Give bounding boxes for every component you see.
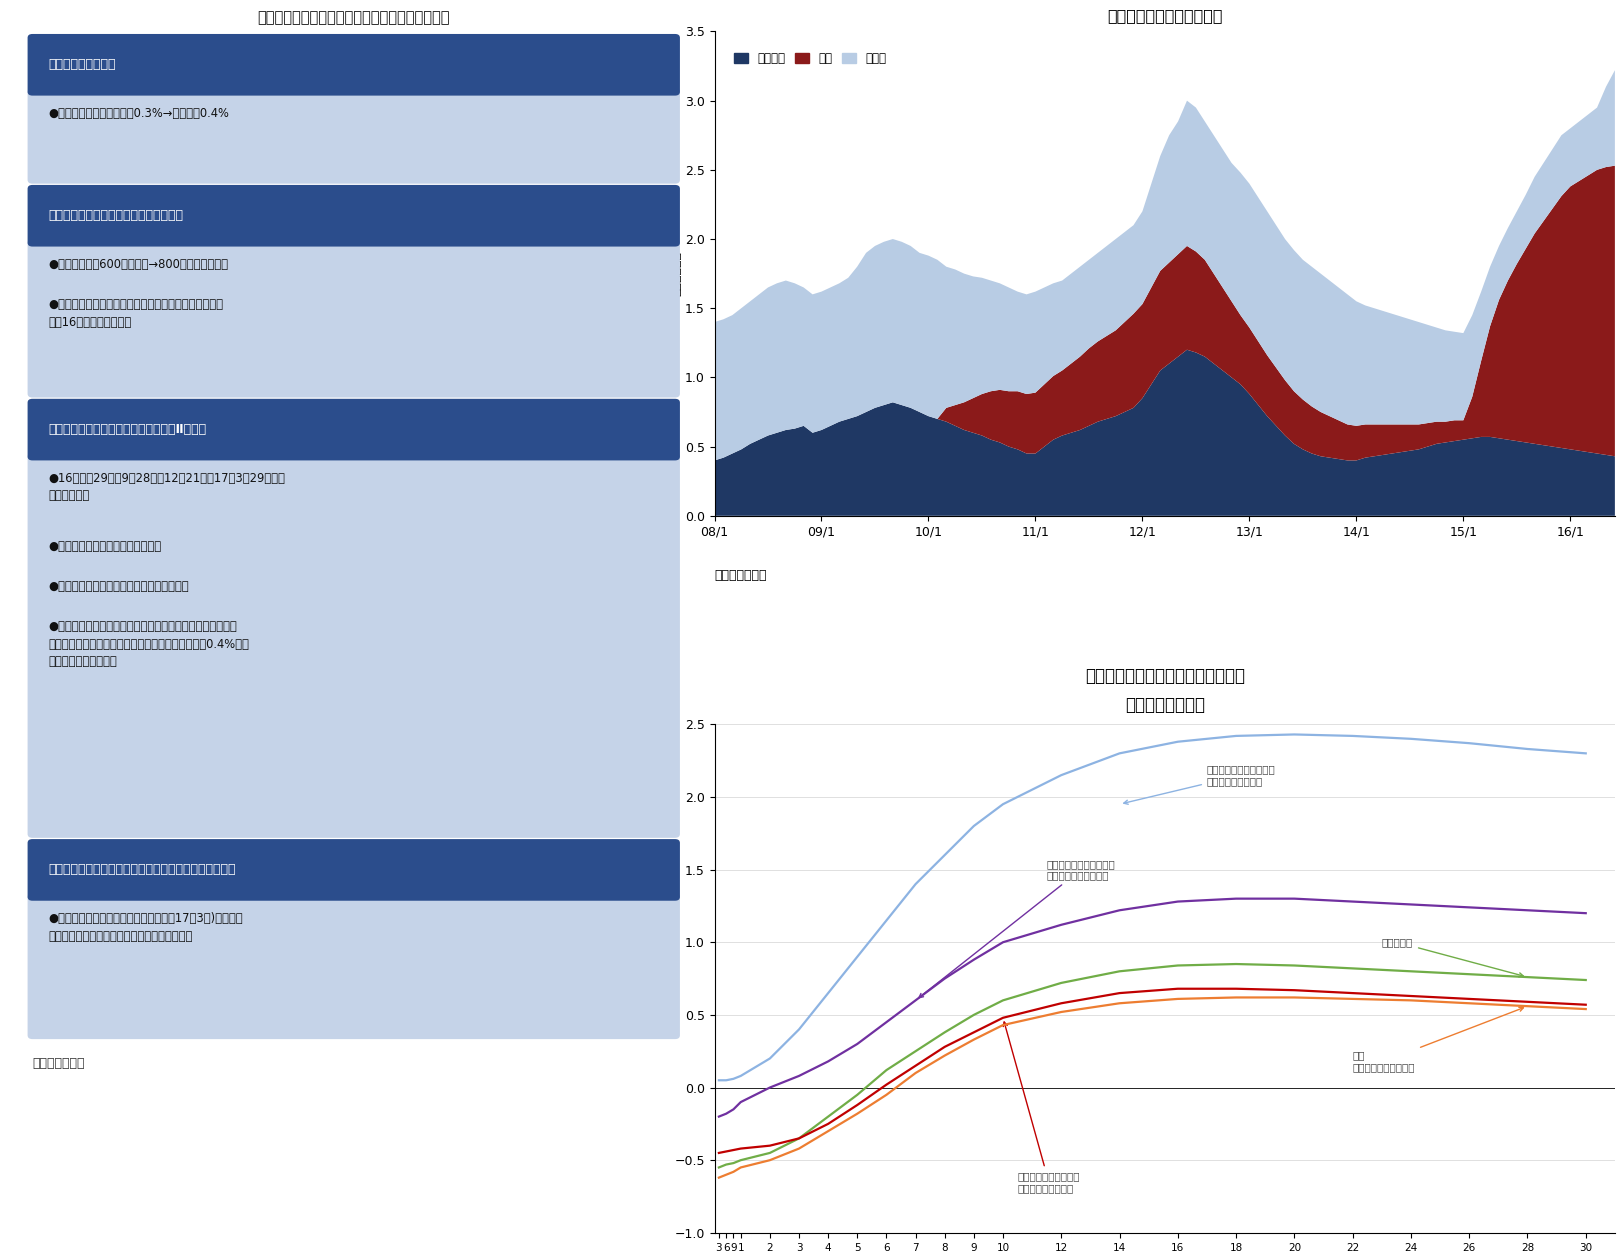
Text: （資料）ＥＣＢ: （資料）ＥＣＢ: [714, 569, 768, 581]
Y-axis label: ％: ％: [659, 975, 672, 982]
Text: ●買入れ額を月600億ユーロ→800億ユーロに拡大: ●買入れ額を月600億ユーロ→800億ユーロに拡大: [49, 258, 229, 270]
Text: ●所定期間中、基準値を超えて融資を拡大した銀行にはその
　度合いに応じて、中銀預金金利（現在はマイナス0.4%）ま
　での優遇金利を適用: ●所定期間中、基準値を超えて融資を拡大した銀行にはその 度合いに応じて、中銀預金…: [49, 620, 250, 668]
Text: ●償還期間は４年（繰上げ返済可）: ●償還期間は４年（繰上げ返済可）: [49, 540, 162, 552]
Text: （資料）ＥＣＢ: （資料）ＥＣＢ: [32, 1057, 84, 1069]
Text: 英国民投票: 英国民投票: [1381, 937, 1524, 977]
Text: ●政策金利はＡＰＰの継続期間（現在は17年3月)をはるか
　に超えて現状かそれよりも低い水準に留まる: ●政策金利はＡＰＰの継続期間（現在は17年3月)をはるか に超えて現状かそれより…: [49, 912, 243, 942]
Y-axis label: （兆ユーロ）: （兆ユーロ）: [669, 252, 682, 296]
Text: 政策金利の引き下げ: 政策金利の引き下げ: [49, 58, 117, 72]
Text: 直近
（１６年７月１９日）: 直近 （１６年７月１９日）: [1352, 1008, 1524, 1072]
Text: 図表１　１６年３月１０日政策理事会の決定内容: 図表１ １６年３月１０日政策理事会の決定内容: [258, 10, 450, 25]
Text: 政策金利の先行きに関するフォワード・ガイダンス強化: 政策金利の先行きに関するフォワード・ガイダンス強化: [49, 863, 237, 877]
Text: ３月包括緩和策決定前
（１６年３月９日）: ３月包括緩和策決定前 （１６年３月９日）: [1003, 1021, 1079, 1193]
Text: ターゲット型資金供給（ＴＬＴＲＯ）Ⅱの実施: ターゲット型資金供給（ＴＬＴＲＯ）Ⅱの実施: [49, 423, 206, 437]
Text: ●16年６月29日、9月28日、12月21日、17年3月29日の合
　計４回実施: ●16年６月29日、9月28日、12月21日、17年3月29日の合 計４回実施: [49, 472, 286, 502]
Text: ●投資適格の社債買い入れプログラム（ＣＳＰＰ）導入
　（16年６月８日開始）: ●投資適格の社債買い入れプログラム（ＣＳＰＰ）導入 （16年６月８日開始）: [49, 298, 224, 328]
Text: ●中銀預金金利はマイナス0.3%→マイナス0.4%: ●中銀預金金利はマイナス0.3%→マイナス0.4%: [49, 107, 229, 120]
Title: 図表２　ＥＣＢの資産残高: 図表２ ＥＣＢの資産残高: [1107, 9, 1222, 24]
Title: 図表３　ユーロ圏最高格付け国債の
イールド・カーブ: 図表３ ユーロ圏最高格付け国債の イールド・カーブ: [1084, 667, 1245, 715]
Text: 資産買入れプログラム（ＡＰＰ）の拡張: 資産買入れプログラム（ＡＰＰ）の拡張: [49, 209, 183, 223]
Text: マイナス金利導入決定前
（１４年６月４日）: マイナス金利導入決定前 （１４年６月４日）: [1123, 765, 1276, 804]
Legend: 資金供給, 証券, その他: 資金供給, 証券, その他: [729, 47, 891, 69]
Text: 国債買い入れ開始決定前
（１５年１月２１日）: 国債買い入れ開始決定前 （１５年１月２１日）: [919, 859, 1115, 998]
Text: ●金利は主要レポ金利を適用（現在はゼロ）: ●金利は主要レポ金利を適用（現在はゼロ）: [49, 580, 190, 593]
